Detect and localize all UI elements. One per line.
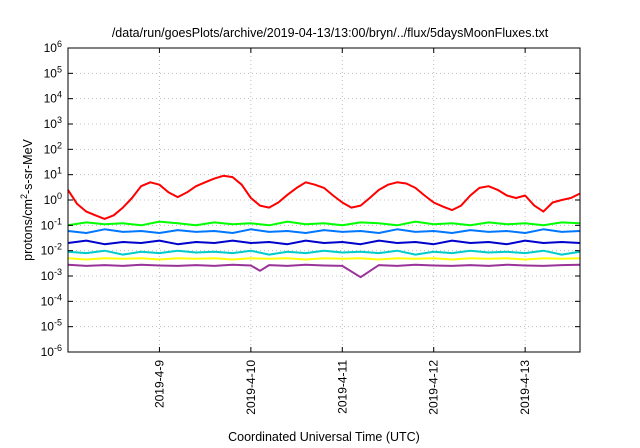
y-tick-base: 10 (41, 320, 55, 334)
x-tick-label: 2019-4-11 (335, 360, 349, 414)
y-tick-label: 103 (44, 115, 62, 131)
x-tick-label: 2019-4-12 (427, 360, 441, 415)
y-tick-label: 10-1 (41, 216, 62, 232)
y-axis-label: protons/cm2-s-sr-MeV (19, 138, 35, 260)
series-line-1 (67, 174, 581, 220)
y-tick-exponent: -4 (54, 292, 62, 302)
y-tick-base: 10 (41, 218, 55, 232)
y-tick-exponent: -1 (54, 216, 62, 226)
y-tick-exponent: 0 (57, 191, 62, 201)
y-tick-label: 100 (44, 191, 62, 207)
y-axis-ticks: 10-610-510-410-310-210-11001011021031041… (41, 39, 580, 359)
y-tick-base: 10 (44, 142, 58, 156)
y-tick-exponent: 3 (57, 115, 62, 125)
y-tick-label: 10-4 (41, 292, 62, 308)
y-axis-label-post: -s-sr-MeV (21, 138, 35, 194)
y-tick-label: 10-3 (41, 267, 62, 283)
y-tick-label: 10-2 (41, 242, 62, 258)
y-tick-base: 10 (44, 168, 58, 182)
y-tick-exponent: 1 (57, 166, 62, 176)
series-line-4 (67, 239, 581, 246)
x-tick-label: 2019-4-13 (518, 360, 532, 415)
y-axis-label-pre: protons/cm (21, 199, 35, 261)
series-line-3 (67, 228, 581, 234)
y-tick-exponent: -6 (54, 343, 62, 353)
y-tick-exponent: -3 (54, 267, 62, 277)
y-tick-exponent: 4 (57, 90, 62, 100)
y-tick-base: 10 (44, 41, 58, 55)
y-tick-base: 10 (44, 92, 58, 106)
y-tick-exponent: 6 (57, 39, 62, 49)
x-axis-label: Coordinated Universal Time (UTC) (228, 430, 420, 444)
y-axis-label-sup: 2 (19, 194, 29, 199)
y-tick-exponent: -5 (54, 318, 62, 328)
y-tick-label: 102 (44, 140, 62, 156)
y-tick-base: 10 (44, 66, 58, 80)
series-line-2 (67, 220, 581, 227)
y-tick-exponent: 2 (57, 140, 62, 150)
y-tick-exponent: -2 (54, 242, 62, 252)
chart-series-group (67, 174, 581, 279)
y-tick-label: 105 (44, 64, 62, 80)
series-line-6 (67, 257, 581, 261)
x-axis-ticks: 2019-4-9 2019-4-10 2019-4-11 2019-4-12 2019-… (152, 48, 532, 415)
y-tick-label: 101 (44, 166, 62, 182)
y-tick-base: 10 (41, 294, 55, 308)
y-tick-label: 104 (44, 90, 62, 106)
series-line-7 (67, 263, 581, 279)
x-tick-label: 2019-4-10 (244, 360, 258, 415)
y-tick-base: 10 (41, 244, 55, 258)
y-tick-base: 10 (41, 345, 55, 359)
x-tick-label: 2019-4-9 (152, 360, 166, 408)
series-line-5 (67, 249, 581, 256)
y-tick-label: 106 (44, 39, 62, 55)
y-tick-base: 10 (44, 117, 58, 131)
y-tick-base: 10 (44, 193, 58, 207)
y-tick-label: 10-5 (41, 318, 62, 334)
y-tick-base: 10 (41, 269, 55, 283)
y-tick-label: 10-6 (41, 343, 62, 359)
y-tick-exponent: 5 (57, 64, 62, 74)
chart-title: /data/run/goesPlots/archive/2019-04-13/1… (112, 26, 549, 40)
